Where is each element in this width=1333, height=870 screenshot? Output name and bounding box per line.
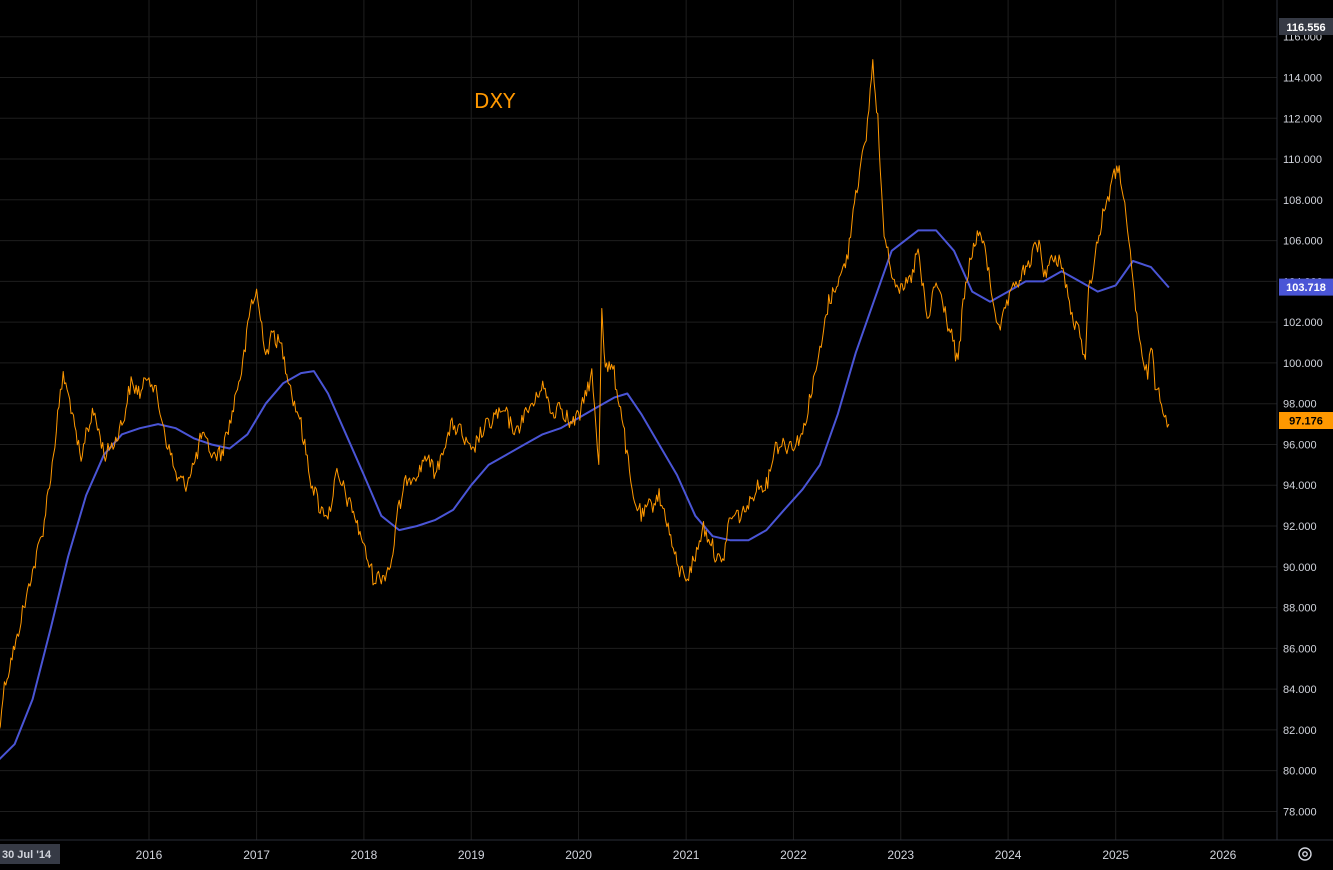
y-tick-label: 110.000 <box>1283 154 1322 166</box>
time-start-badge: 30 Jul '14 <box>0 844 60 864</box>
x-tick-label: 2021 <box>673 848 700 862</box>
x-tick-label: 2020 <box>565 848 592 862</box>
x-tick-label: 2017 <box>243 848 270 862</box>
time-start-label: 30 Jul '14 <box>2 849 52 861</box>
y-tick-label: 88.000 <box>1283 603 1317 615</box>
ma-last-badge: 103.718 <box>1279 278 1333 296</box>
price-layer <box>0 59 1170 730</box>
y-tick-label: 100.000 <box>1283 358 1323 370</box>
time-start-badge-bg <box>0 844 60 864</box>
y-tick-label: 78.000 <box>1283 806 1317 818</box>
y-tick-label: 108.000 <box>1283 195 1323 207</box>
ma-last-badge-text: 103.718 <box>1286 282 1326 294</box>
time-axis[interactable]: 2016 2017 2018 2019 2020 2021 2022 2023 2024 2025… <box>136 848 1237 862</box>
y-tick-label: 90.000 <box>1283 562 1317 574</box>
y-tick-label: 112.000 <box>1283 113 1322 125</box>
price-last-badge-text: 97.176 <box>1289 416 1323 428</box>
y-tick-label: 102.000 <box>1283 317 1323 329</box>
top-price-badge-bg <box>1279 18 1333 35</box>
x-tick-label: 2018 <box>351 848 378 862</box>
ma-last-badge-bg <box>1279 278 1333 296</box>
symbol-label: DXY <box>474 89 516 113</box>
x-tick-label: 2025 <box>1102 848 1129 862</box>
y-tick-label: 98.000 <box>1283 399 1317 411</box>
x-tick-label: 2016 <box>136 848 163 862</box>
x-tick-label: 2024 <box>995 848 1022 862</box>
moving-average-layer <box>0 229 1170 761</box>
y-tick-label: 86.000 <box>1283 643 1317 655</box>
x-tick-label: 2022 <box>780 848 807 862</box>
y-tick-label: 96.000 <box>1283 439 1317 451</box>
x-tick-label: 2019 <box>458 848 485 862</box>
x-tick-label: 2023 <box>887 848 914 862</box>
dxy-price-line <box>0 59 1170 730</box>
settings-gear-icon[interactable] <box>1298 847 1312 861</box>
y-tick-label: 84.000 <box>1283 684 1317 696</box>
moving-average-line <box>0 229 1170 761</box>
top-price-badge-text: 116.556 <box>1286 22 1325 34</box>
y-tick-label: 80.000 <box>1283 766 1317 778</box>
y-tick-label: 114.000 <box>1283 72 1322 84</box>
x-tick-label: 2026 <box>1210 848 1237 862</box>
y-tick-label: 92.000 <box>1283 521 1317 533</box>
price-last-badge: 97.176 <box>1279 412 1333 429</box>
top-price-badge: 116.556 <box>1279 18 1333 35</box>
y-tick-label: 82.000 <box>1283 725 1317 737</box>
y-tick-label: 94.000 <box>1283 480 1317 492</box>
y-tick-label: 106.000 <box>1283 236 1323 248</box>
price-last-badge-bg <box>1279 412 1333 429</box>
